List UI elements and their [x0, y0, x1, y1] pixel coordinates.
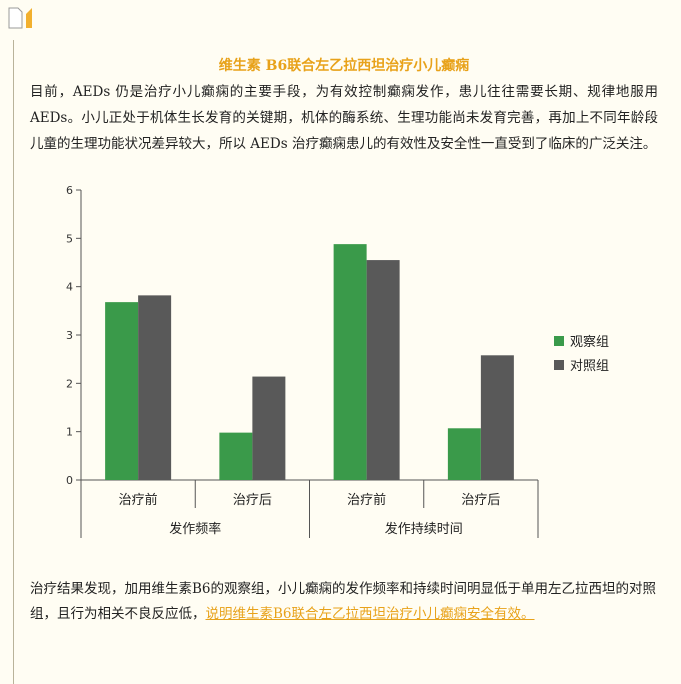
legend-swatch: [554, 336, 564, 346]
x-tick-label: 治疗前: [347, 492, 386, 508]
conclusion-paragraph: 治疗结果发现，加用维生素B6的观察组，小儿癫痫的发作频率和持续时间明显低于单用左…: [30, 577, 658, 627]
left-border-line: [13, 40, 14, 684]
y-tick-label: 5: [66, 232, 73, 245]
legend-label: 观察组: [570, 335, 609, 350]
bar-observation: [447, 428, 481, 480]
y-tick-label: 2: [66, 377, 73, 390]
bar-control: [480, 355, 514, 480]
x-group-label: 发作频率: [169, 521, 221, 537]
x-tick-label: 治疗前: [119, 492, 158, 508]
legend-label: 对照组: [570, 359, 609, 374]
bar-observation: [219, 432, 253, 480]
conclusion-text: 治疗结果发现，加用维生素B6的观察组，小儿癫痫的发作频率和持续时间明显低于单用左…: [30, 581, 657, 622]
bar-control: [252, 376, 286, 480]
bar-observation: [105, 302, 139, 480]
article-body: 维生素 B6联合左乙拉西坦治疗小儿癫痫 目前，AEDs 仍是治疗小儿癫痫的主要手…: [30, 55, 658, 157]
legend-swatch: [554, 360, 564, 370]
bar-control: [366, 260, 400, 480]
bar-observation: [333, 244, 367, 480]
x-tick-label: 治疗后: [233, 493, 272, 508]
bar-control: [138, 295, 172, 480]
page-corner-icon: [8, 7, 32, 29]
x-tick-label: 治疗后: [461, 493, 500, 508]
y-tick-label: 1: [66, 426, 73, 439]
x-group-label: 发作持续时间: [385, 521, 463, 537]
conclusion-link[interactable]: 说明维生素B6联合左乙拉西坦治疗小儿癫痫安全有效。: [205, 606, 535, 622]
article-title: 维生素 B6联合左乙拉西坦治疗小儿癫痫: [218, 58, 470, 74]
y-tick-label: 4: [66, 281, 73, 294]
y-tick-label: 0: [66, 474, 73, 487]
y-tick-label: 6: [66, 184, 73, 197]
intro-paragraph: 目前，AEDs 仍是治疗小儿癫痫的主要手段，为有效控制癫痫发作，患儿往往需要长期…: [30, 84, 658, 152]
y-tick-label: 3: [66, 329, 73, 342]
